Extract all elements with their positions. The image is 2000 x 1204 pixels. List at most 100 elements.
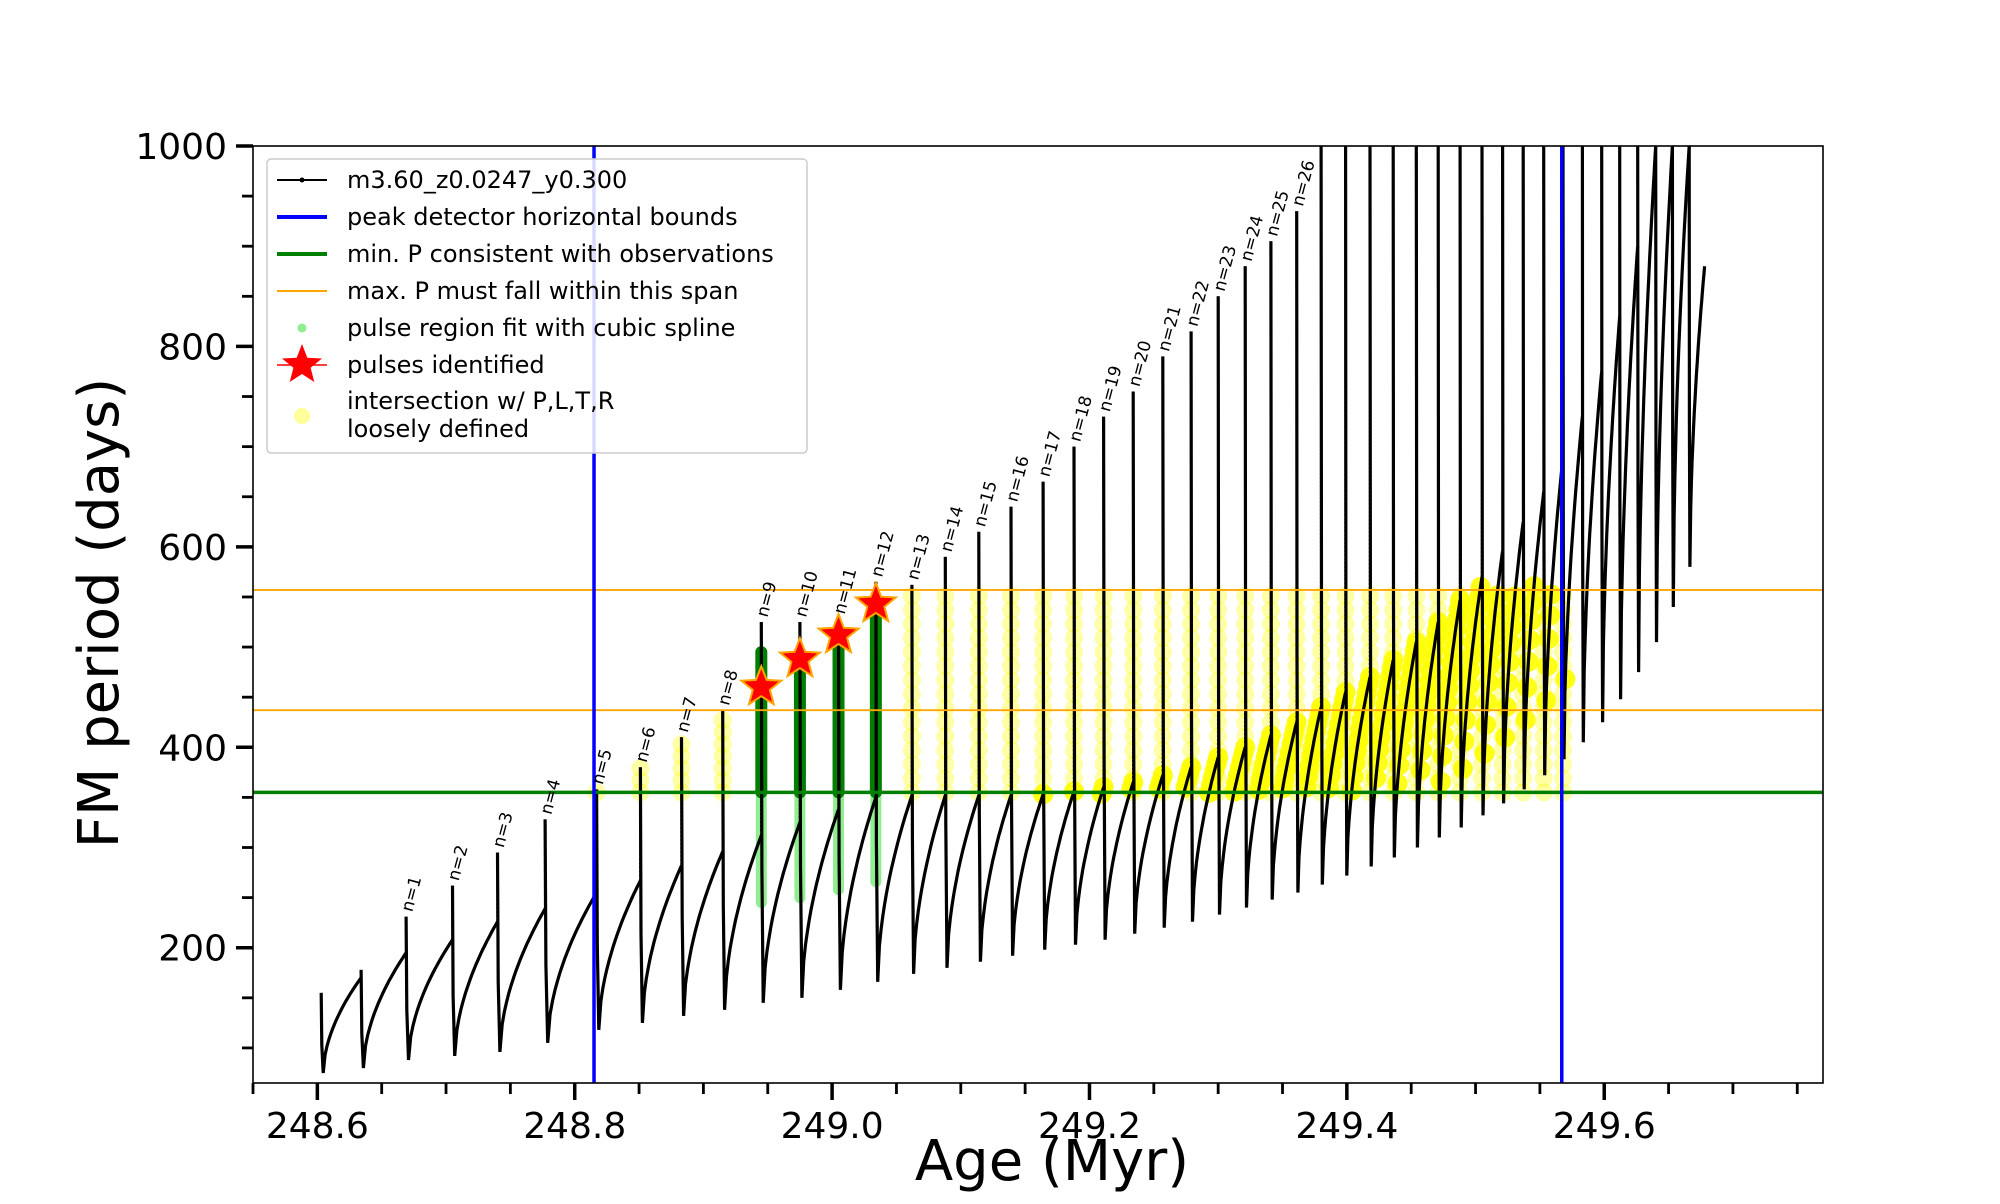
legend-label: peak detector horizontal bounds xyxy=(347,203,738,231)
pulse-number-label: n=25 xyxy=(1262,188,1293,238)
pulse-number-label: n=8 xyxy=(714,668,743,708)
track-segment xyxy=(721,710,763,1010)
track-segment xyxy=(543,819,598,1044)
y-tick-label: 600 xyxy=(158,528,227,569)
track-segment xyxy=(1618,146,1640,700)
legend-swatch-dot xyxy=(297,323,307,333)
pulse-number-label: n=9 xyxy=(753,579,782,619)
track-segment xyxy=(1391,146,1418,858)
track-m3.60 xyxy=(319,146,1707,1074)
y-tick-label: 200 xyxy=(158,929,227,970)
pulse-number-label: n=21 xyxy=(1154,303,1185,353)
track-segment xyxy=(798,621,841,998)
pulse-number-label: n=23 xyxy=(1210,243,1241,293)
track-segment xyxy=(836,618,878,990)
track-segment xyxy=(595,789,642,1031)
pulse-identified-star xyxy=(738,663,784,707)
x-tick-label: 249.2 xyxy=(1038,1106,1141,1147)
pulse-identified-star xyxy=(815,611,862,655)
pulse-number-label: n=13 xyxy=(903,532,934,582)
axes-frame xyxy=(252,145,1824,1084)
x-tick-label: 249.6 xyxy=(1553,1106,1656,1147)
track-segment xyxy=(759,621,802,1003)
track-segment xyxy=(943,556,981,968)
pulse-number-label: n=7 xyxy=(673,695,702,735)
track-segment xyxy=(1319,146,1348,885)
pulse-number-label: n=27 xyxy=(1313,93,1344,143)
track-segment xyxy=(977,531,1013,962)
track-segment xyxy=(1344,146,1372,876)
pulse-number-label: n=19 xyxy=(1095,364,1126,414)
pulse-number-label: n=14 xyxy=(937,504,968,554)
track-segment xyxy=(1561,146,1584,760)
x-tick-label: 249.4 xyxy=(1295,1106,1398,1147)
track-segment xyxy=(1295,211,1323,893)
y-tick-label: 400 xyxy=(158,728,227,769)
track-segment xyxy=(1009,506,1045,956)
track-segment xyxy=(1102,416,1135,940)
track-segment xyxy=(1243,266,1273,908)
track-segment xyxy=(679,737,725,1016)
legend-label: pulse region fit with cubic spline xyxy=(347,314,735,342)
pulse-number-label: n=17 xyxy=(1035,429,1066,479)
track-segment xyxy=(1480,146,1505,816)
y-tick-label: 1000 xyxy=(135,127,227,168)
legend-label: min. P consistent with observations xyxy=(347,240,774,268)
track-segment xyxy=(1216,296,1247,915)
track-segment xyxy=(1041,481,1076,950)
pulse-number-label: n=16 xyxy=(1003,454,1034,504)
track-segment xyxy=(1542,146,1565,776)
x-axis-label: Age (Myr) xyxy=(915,1129,1189,1194)
legend-label: pulses identified xyxy=(347,351,545,379)
pulse-number-label: n=18 xyxy=(1066,394,1097,444)
legend-box xyxy=(266,158,808,454)
track-segment xyxy=(1072,446,1106,945)
pulse-number-label: n=26 xyxy=(1288,158,1319,208)
track-segment xyxy=(910,584,947,974)
legend-swatch-dot xyxy=(299,177,305,183)
pulse-number-label: n=11 xyxy=(830,566,861,616)
track-segment xyxy=(638,767,683,1024)
track-segment xyxy=(1636,146,1658,673)
track-segment xyxy=(319,976,363,1074)
x-tick-label: 249.0 xyxy=(781,1106,884,1147)
track-segment xyxy=(874,581,914,982)
track-segment xyxy=(1458,146,1484,828)
pulse-number-label: n=20 xyxy=(1125,339,1156,389)
pulse-number-label: n=10 xyxy=(791,569,822,619)
track-segment xyxy=(1161,356,1193,928)
track-segment xyxy=(1368,146,1395,867)
pulse-number-label: n=4 xyxy=(537,777,566,817)
y-axis-label: FM period (days) xyxy=(67,378,132,848)
track-segment xyxy=(495,852,547,1053)
y-tick-label: 800 xyxy=(158,327,227,368)
track-segment xyxy=(404,916,454,1061)
track-segment xyxy=(450,885,499,1057)
track-segment xyxy=(1436,146,1462,838)
track-segment xyxy=(1670,146,1691,608)
legend-label: max. P must fall within this span xyxy=(347,277,738,305)
track-segment xyxy=(1654,146,1674,643)
legend-label: m3.60_z0.0247_y0.300 xyxy=(347,166,627,194)
axes: Age (Myr) FM period (days) 200 400 600 800 1… xyxy=(67,127,1824,1194)
legend-swatch-star xyxy=(282,344,322,382)
track-segment xyxy=(359,951,408,1069)
track-segment xyxy=(1521,146,1546,790)
pulse-number-label: n=3 xyxy=(489,810,518,850)
track-segment xyxy=(1501,146,1525,804)
pulse-number-label: n=15 xyxy=(970,479,1001,529)
legend-label: loosely defined xyxy=(347,415,529,443)
pulse-number-label: n=1 xyxy=(398,874,427,914)
pulse-number-label: n=22 xyxy=(1183,278,1214,328)
x-tick-label: 248.8 xyxy=(523,1106,626,1147)
track-segment xyxy=(1600,146,1622,723)
pulse-identified-star xyxy=(777,635,823,679)
track-segment xyxy=(1189,331,1220,922)
pulse-identified-star xyxy=(853,580,899,624)
track-segment xyxy=(1580,146,1604,743)
pulse-number-label: n=12 xyxy=(867,529,898,579)
track-segment xyxy=(1687,146,1707,567)
